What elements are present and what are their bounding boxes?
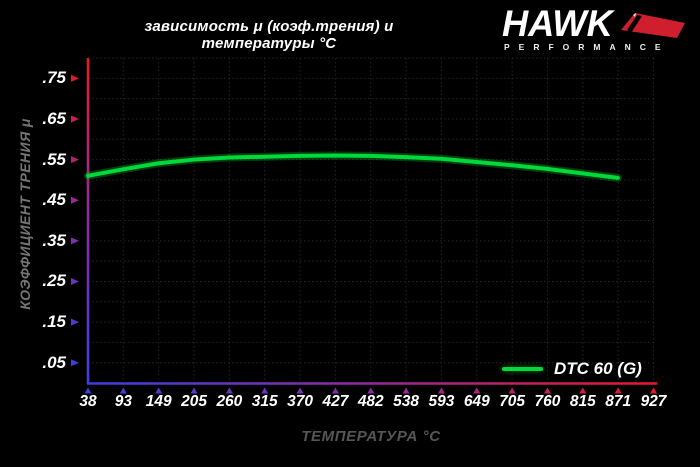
x-axis-title: ТЕМПЕРАТУРА °C bbox=[301, 428, 441, 445]
x-tick-label: 649 bbox=[463, 393, 490, 410]
x-tick-label: 871 bbox=[605, 393, 632, 410]
x-tick-label: 260 bbox=[216, 393, 243, 410]
x-tick-label: 38 bbox=[79, 393, 97, 410]
x-tick-label: 927 bbox=[640, 393, 667, 410]
x-tick-label: 482 bbox=[357, 393, 384, 410]
x-tick-label: 370 bbox=[287, 393, 313, 410]
x-tick-label: 149 bbox=[145, 393, 172, 410]
legend-line-swatch bbox=[502, 366, 543, 371]
x-tick-label: 760 bbox=[534, 393, 561, 410]
y-tick-label: .05 bbox=[42, 352, 66, 372]
y-tick-label: .25 bbox=[42, 271, 66, 291]
y-tick-label: .45 bbox=[42, 190, 66, 210]
logo-subtitle-text: PERFORMANCE bbox=[504, 42, 670, 52]
x-tick-label: 427 bbox=[322, 393, 349, 410]
friction-curve bbox=[84, 151, 622, 182]
hawk-wing-icon bbox=[621, 13, 686, 38]
legend-series-label: DTC 60 (G) bbox=[554, 358, 642, 378]
y-tick-label: .65 bbox=[42, 108, 66, 128]
logo-brand-text: HAWK bbox=[502, 3, 613, 44]
y-tick-label: .55 bbox=[42, 149, 66, 169]
y-tick-arrows bbox=[71, 74, 79, 367]
y-tick-label: .35 bbox=[42, 230, 66, 250]
axis-lines bbox=[86, 58, 657, 385]
x-tick-label: 205 bbox=[181, 393, 207, 410]
chart-title: зависимость μ (коэф.трения) и температур… bbox=[144, 18, 394, 52]
hawk-performance-logo: HAWK PERFORMANCE bbox=[502, 3, 694, 52]
y-tick-label: .15 bbox=[42, 312, 66, 332]
x-tick-label: 593 bbox=[428, 393, 455, 410]
x-tick-label: 815 bbox=[569, 393, 596, 410]
legend: DTC 60 (G) bbox=[502, 358, 642, 379]
x-tick-label: 538 bbox=[393, 393, 420, 410]
x-tick-label: 315 bbox=[251, 393, 278, 410]
grid-lines bbox=[87, 57, 654, 383]
x-tick-label: 705 bbox=[499, 393, 526, 410]
x-tick-label: 93 bbox=[114, 393, 132, 410]
x-tick-arrows bbox=[84, 387, 657, 394]
y-tick-label: .75 bbox=[42, 68, 66, 88]
